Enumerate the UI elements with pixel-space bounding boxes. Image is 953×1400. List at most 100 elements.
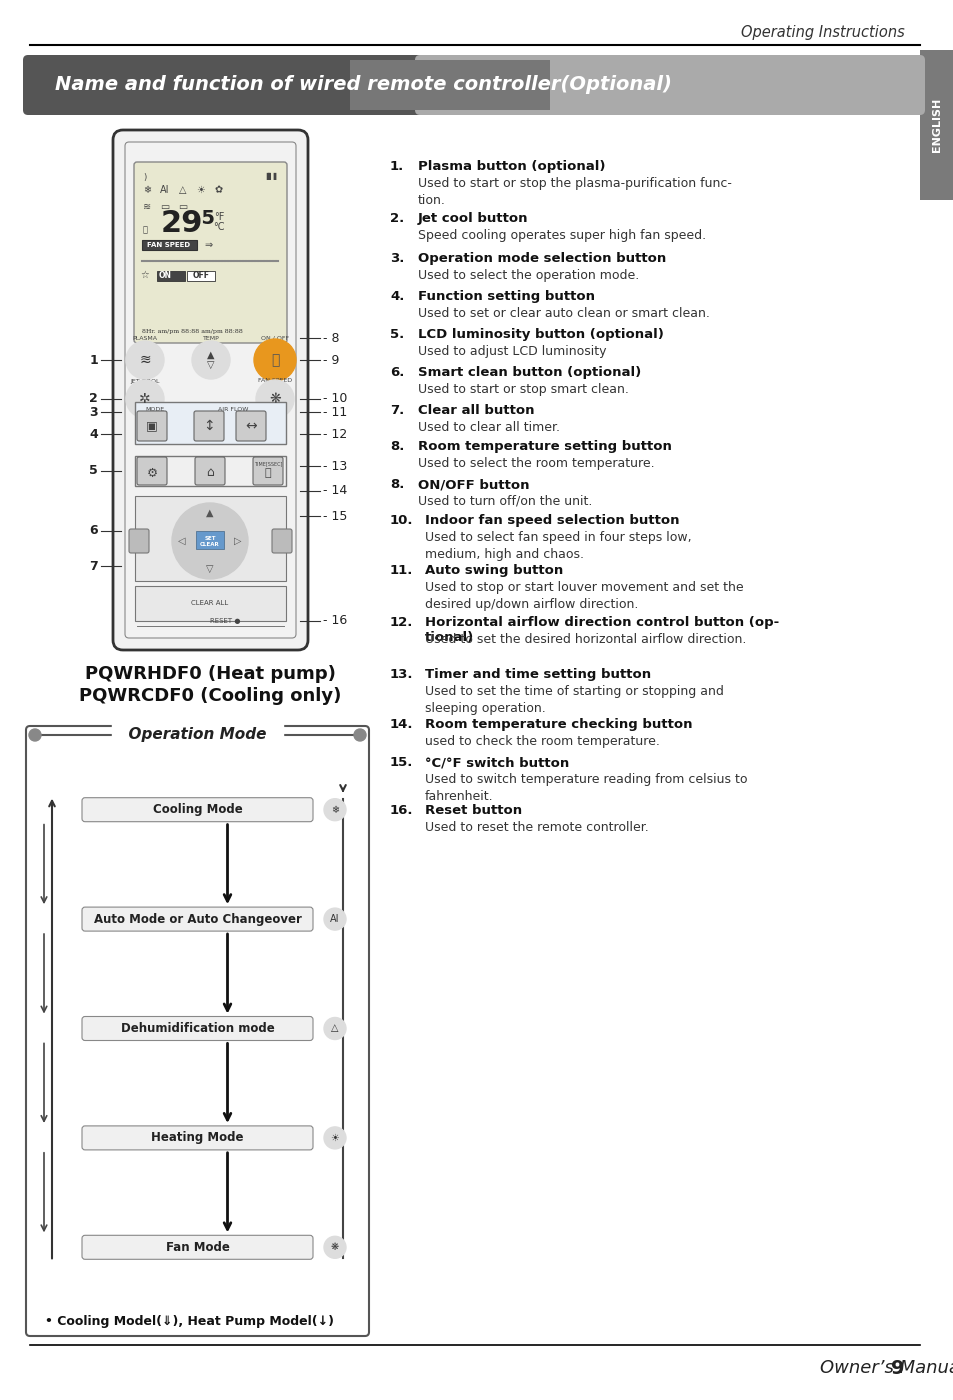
Text: ◁: ◁ — [178, 536, 186, 546]
FancyBboxPatch shape — [194, 456, 225, 484]
Text: Used to adjust LCD luminosity: Used to adjust LCD luminosity — [417, 344, 606, 358]
Text: AI: AI — [160, 185, 170, 195]
Text: △: △ — [331, 1023, 338, 1033]
Circle shape — [126, 342, 164, 379]
FancyBboxPatch shape — [919, 50, 953, 200]
FancyBboxPatch shape — [82, 907, 313, 931]
Text: 9: 9 — [890, 1358, 904, 1378]
Circle shape — [253, 339, 295, 381]
Text: 1: 1 — [90, 353, 98, 367]
Text: Operation Mode: Operation Mode — [118, 728, 276, 742]
Text: Used to reset the remote controller.: Used to reset the remote controller. — [424, 820, 648, 834]
Text: Heating Mode: Heating Mode — [152, 1131, 244, 1144]
Text: 6: 6 — [90, 525, 98, 538]
Text: 4.: 4. — [390, 290, 404, 302]
Text: Clear all button: Clear all button — [417, 405, 534, 417]
Text: △: △ — [179, 185, 187, 195]
Text: ✿: ✿ — [214, 185, 223, 195]
Circle shape — [354, 729, 366, 741]
Text: 7: 7 — [90, 560, 98, 573]
FancyBboxPatch shape — [82, 1016, 313, 1040]
Text: MODE: MODE — [145, 407, 164, 412]
Text: ❋: ❋ — [331, 1242, 338, 1252]
FancyBboxPatch shape — [193, 412, 224, 441]
FancyBboxPatch shape — [157, 272, 185, 281]
Text: - 14: - 14 — [323, 484, 347, 497]
Text: ▽: ▽ — [206, 564, 213, 574]
FancyBboxPatch shape — [26, 727, 369, 1336]
Text: 1.: 1. — [390, 160, 404, 174]
Text: 6.: 6. — [390, 365, 404, 379]
Text: • Cooling Model(⇓), Heat Pump Model(↓): • Cooling Model(⇓), Heat Pump Model(↓) — [45, 1316, 334, 1329]
Text: Room temperature setting button: Room temperature setting button — [417, 440, 671, 454]
Text: Smart clean button (optional): Smart clean button (optional) — [417, 365, 640, 379]
FancyBboxPatch shape — [82, 798, 313, 822]
Text: ❄: ❄ — [331, 805, 338, 815]
FancyBboxPatch shape — [195, 531, 224, 549]
Text: Used to select fan speed in four steps low,
medium, high and chaos.: Used to select fan speed in four steps l… — [424, 531, 691, 561]
FancyBboxPatch shape — [135, 587, 286, 622]
Text: 29: 29 — [161, 209, 203, 238]
Text: PQWRCDF0 (Cooling only): PQWRCDF0 (Cooling only) — [79, 687, 341, 706]
FancyBboxPatch shape — [135, 496, 286, 581]
FancyBboxPatch shape — [272, 529, 292, 553]
Text: ON: ON — [158, 272, 172, 280]
Circle shape — [324, 1236, 346, 1259]
Text: ⏰: ⏰ — [264, 468, 271, 477]
Text: ▭: ▭ — [160, 202, 170, 211]
Circle shape — [324, 798, 346, 820]
Text: Used to select the room temperature.: Used to select the room temperature. — [417, 456, 654, 470]
Text: ⚙: ⚙ — [146, 466, 157, 479]
Text: Used to stop or start louver movement and set the
desired up/down airflow direct: Used to stop or start louver movement an… — [424, 581, 742, 610]
Text: FAN SPEED: FAN SPEED — [257, 378, 292, 384]
Text: Reset button: Reset button — [424, 804, 521, 818]
Text: CLEAR ALL: CLEAR ALL — [192, 601, 229, 606]
Circle shape — [324, 1018, 346, 1039]
FancyBboxPatch shape — [187, 272, 214, 281]
Text: Used to start or stop the plasma-purification func-
tion.: Used to start or stop the plasma-purific… — [417, 176, 731, 207]
FancyBboxPatch shape — [142, 239, 196, 251]
Text: 7.: 7. — [390, 405, 404, 417]
Text: ▲: ▲ — [207, 350, 214, 360]
Text: ⇒: ⇒ — [205, 239, 213, 251]
Text: AI: AI — [330, 914, 339, 924]
Text: ENGLISH: ENGLISH — [931, 98, 941, 153]
Text: 8.: 8. — [390, 477, 404, 491]
Text: Fan Mode: Fan Mode — [166, 1240, 230, 1254]
Text: Plasma button (optional): Plasma button (optional) — [417, 160, 605, 174]
Text: - 15: - 15 — [323, 510, 347, 522]
Text: ☀: ☀ — [331, 1133, 339, 1142]
FancyBboxPatch shape — [253, 456, 283, 484]
Text: used to check the room temperature.: used to check the room temperature. — [424, 735, 659, 748]
Text: ON / OFF: ON / OFF — [261, 336, 289, 340]
Text: CLEAR: CLEAR — [200, 542, 219, 547]
Text: ≋: ≋ — [143, 202, 151, 211]
Text: PLASMA: PLASMA — [132, 336, 157, 340]
Text: 5: 5 — [90, 465, 98, 477]
Text: FAN SPEED: FAN SPEED — [148, 242, 191, 248]
Text: 10.: 10. — [390, 514, 413, 526]
Text: °C/°F switch button: °C/°F switch button — [424, 756, 569, 769]
Text: 8Hr. am/pm 88:88 am/pm 88:88: 8Hr. am/pm 88:88 am/pm 88:88 — [142, 329, 243, 335]
Text: ⏻: ⏻ — [271, 353, 279, 367]
Text: 2: 2 — [90, 392, 98, 406]
Text: - 13: - 13 — [323, 459, 347, 473]
FancyBboxPatch shape — [82, 1235, 313, 1260]
Text: 13.: 13. — [390, 668, 413, 680]
Text: SET: SET — [204, 536, 215, 542]
FancyBboxPatch shape — [129, 529, 149, 553]
Text: Horizontal airflow direction control button (op-
tional): Horizontal airflow direction control but… — [424, 616, 779, 644]
Circle shape — [172, 503, 248, 580]
Text: Auto swing button: Auto swing button — [424, 564, 562, 577]
FancyBboxPatch shape — [415, 55, 924, 115]
Text: 4: 4 — [90, 427, 98, 441]
Circle shape — [324, 1127, 346, 1149]
Text: Speed cooling operates super high fan speed.: Speed cooling operates super high fan sp… — [417, 230, 705, 242]
FancyBboxPatch shape — [82, 1126, 313, 1149]
Text: Jet cool button: Jet cool button — [417, 211, 528, 225]
Text: Used to start or stop smart clean.: Used to start or stop smart clean. — [417, 384, 628, 396]
Text: - 8: - 8 — [323, 332, 339, 344]
Text: ☆: ☆ — [140, 270, 150, 280]
Circle shape — [255, 379, 294, 419]
Text: ❄: ❄ — [143, 185, 151, 195]
